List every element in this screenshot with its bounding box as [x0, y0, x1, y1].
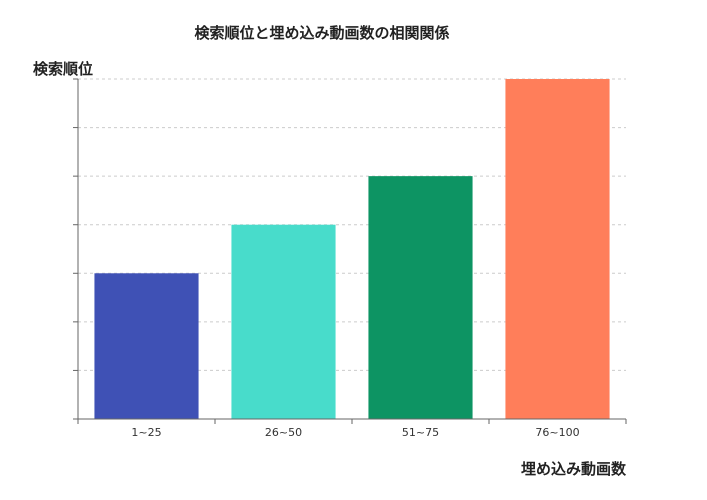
x-tick-label-2: 26~50 — [265, 426, 302, 439]
x-tick-label-3: 51~75 — [402, 426, 439, 439]
axes — [73, 78, 627, 424]
bar-4 — [505, 79, 610, 419]
x-tick-label-1: 1~25 — [131, 426, 161, 439]
y-axis-title: 検索順位 — [33, 60, 93, 78]
bar-3 — [368, 176, 473, 419]
bar-1 — [94, 273, 199, 419]
x-tick-label-4: 76~100 — [535, 426, 579, 439]
x-tick-labels: 1~25 26~50 51~75 76~100 — [131, 426, 579, 439]
x-axis-title: 埋め込み動画数 — [521, 460, 627, 478]
bar-2 — [231, 224, 336, 419]
bars — [94, 79, 610, 419]
chart-title: 検索順位と埋め込み動画数の相関関係 — [194, 24, 449, 42]
